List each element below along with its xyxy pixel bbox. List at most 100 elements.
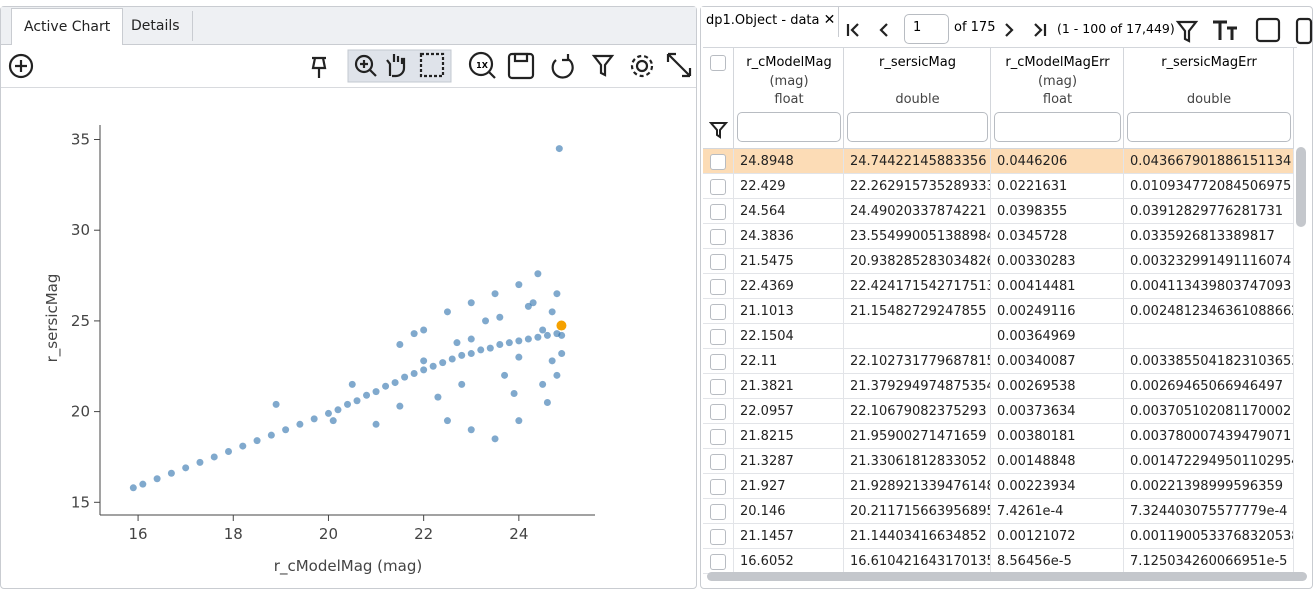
column-filter[interactable]: [737, 112, 841, 142]
cell[interactable]: 0.00330283: [991, 249, 1124, 274]
row-checkbox[interactable]: [710, 329, 726, 345]
cell[interactable]: 0.003705102081170002: [1124, 399, 1294, 424]
cell[interactable]: 22.10679082375293: [844, 399, 991, 424]
save-icon[interactable]: [507, 52, 535, 80]
settings-icon[interactable]: [635, 59, 649, 73]
reset-zoom-icon[interactable]: [468, 51, 494, 77]
cell[interactable]: 0.00148848: [991, 449, 1124, 474]
row-checkbox[interactable]: [710, 154, 726, 170]
tab[interactable]: Active Chart: [11, 8, 124, 45]
cell[interactable]: 0.0024812346361088662: [1124, 299, 1294, 324]
cell[interactable]: 0.03912829776281731: [1124, 199, 1294, 224]
cell[interactable]: 22.262915735289333: [844, 174, 991, 199]
expand-icon[interactable]: [666, 52, 692, 78]
cell[interactable]: 21.927: [734, 474, 844, 499]
cell[interactable]: 21.33061812833052: [844, 449, 991, 474]
cell[interactable]: 23.554990051388984: [844, 224, 991, 249]
cell[interactable]: 8.56456e-5: [991, 549, 1124, 574]
cell[interactable]: 0.00121072: [991, 524, 1124, 549]
cell[interactable]: 0.0345728: [991, 224, 1124, 249]
cell[interactable]: 0.00380181: [991, 424, 1124, 449]
filter-icon[interactable]: [1175, 20, 1199, 43]
pan-icon[interactable]: [386, 54, 406, 78]
cell[interactable]: 24.8948: [734, 149, 844, 174]
h-scrollbar[interactable]: [707, 572, 1307, 581]
row-checkbox[interactable]: [710, 179, 726, 195]
tab[interactable]: Details: [119, 11, 193, 41]
cell[interactable]: 21.1457: [734, 524, 844, 549]
last-page[interactable]: [1034, 23, 1047, 37]
cell[interactable]: 0.0221631: [991, 174, 1124, 199]
cell[interactable]: 24.564: [734, 199, 844, 224]
cell[interactable]: 16.610421643170135: [844, 549, 991, 574]
row-checkbox[interactable]: [710, 254, 726, 270]
restore-icon[interactable]: [551, 54, 574, 79]
row-checkbox[interactable]: [710, 279, 726, 295]
column-name[interactable]: r_cModelMagErr: [1005, 55, 1110, 70]
cell[interactable]: 21.95900271471659: [844, 424, 991, 449]
cell[interactable]: 0.004113439803747093: [1124, 274, 1294, 299]
cell[interactable]: 22.4369: [734, 274, 844, 299]
column-name[interactable]: r_sersicMagErr: [1161, 55, 1257, 70]
add-chart-icon[interactable]: [8, 53, 34, 79]
cell[interactable]: 0.00373634: [991, 399, 1124, 424]
cell[interactable]: 21.15482729247855: [844, 299, 991, 324]
cell[interactable]: 21.1013: [734, 299, 844, 324]
select-icon[interactable]: [419, 52, 445, 78]
cell[interactable]: 0.0398355: [991, 199, 1124, 224]
row-checkbox[interactable]: [710, 479, 726, 495]
cell[interactable]: 0.0014722949501102954: [1124, 449, 1294, 474]
row-checkbox[interactable]: [710, 204, 726, 220]
cell[interactable]: 22.1504: [734, 324, 844, 349]
cell[interactable]: 0.00340087: [991, 349, 1124, 374]
cell[interactable]: 22.429: [734, 174, 844, 199]
cell[interactable]: 22.102731779687815: [844, 349, 991, 374]
cell[interactable]: 24.3836: [734, 224, 844, 249]
first-page[interactable]: [846, 23, 859, 37]
column-name[interactable]: r_cModelMag: [746, 55, 832, 70]
cell[interactable]: 0.00221398999596359: [1124, 474, 1294, 499]
cell[interactable]: 0.003780007439479071: [1124, 424, 1294, 449]
cell[interactable]: 22.11: [734, 349, 844, 374]
cell[interactable]: 21.379294974875354: [844, 374, 991, 399]
column-filter[interactable]: [847, 112, 988, 142]
next-page[interactable]: [1005, 23, 1014, 37]
select-all[interactable]: [710, 55, 726, 71]
cell[interactable]: 22.424171542717513: [844, 274, 991, 299]
cell[interactable]: [1124, 324, 1294, 349]
cell[interactable]: 0.0446206: [991, 149, 1124, 174]
cell[interactable]: 21.14403416634852: [844, 524, 991, 549]
cell[interactable]: 21.928921339476148: [844, 474, 991, 499]
column-filter[interactable]: [994, 112, 1121, 142]
cell[interactable]: 21.3287: [734, 449, 844, 474]
cell[interactable]: 0.00249116: [991, 299, 1124, 324]
cell[interactable]: 0.0335926813389817: [1124, 224, 1294, 249]
row-checkbox[interactable]: [710, 554, 726, 570]
cell[interactable]: 7.324403075577779e-4: [1124, 499, 1294, 524]
row-checkbox[interactable]: [710, 504, 726, 520]
text-view-icon[interactable]: [1213, 20, 1237, 40]
row-checkbox[interactable]: [710, 454, 726, 470]
pin-icon[interactable]: [311, 56, 327, 78]
close-icon[interactable]: ✕: [823, 12, 836, 28]
cell[interactable]: 20.211715663956895: [844, 499, 991, 524]
cell[interactable]: 0.00269538: [991, 374, 1124, 399]
cell[interactable]: 7.4261e-4: [991, 499, 1124, 524]
row-checkbox[interactable]: [710, 404, 726, 420]
row-checkbox[interactable]: [710, 354, 726, 370]
cell[interactable]: 21.3821: [734, 374, 844, 399]
filter-icon[interactable]: [709, 120, 729, 140]
cell[interactable]: 0.043667901886151134: [1124, 149, 1294, 174]
cell[interactable]: 20.938285283034826: [844, 249, 991, 274]
cell[interactable]: 22.0957: [734, 399, 844, 424]
table-tab[interactable]: dp1.Object - data ✕: [701, 7, 839, 37]
row-checkbox[interactable]: [710, 529, 726, 545]
cell[interactable]: 7.125034260066951e-5: [1124, 549, 1294, 574]
cell[interactable]: [844, 324, 991, 349]
cell[interactable]: 0.00414481: [991, 274, 1124, 299]
page-input[interactable]: 1: [904, 14, 949, 44]
cell[interactable]: 21.5475: [734, 249, 844, 274]
cell[interactable]: 0.00223934: [991, 474, 1124, 499]
cell[interactable]: 20.146: [734, 499, 844, 524]
row-checkbox[interactable]: [710, 304, 726, 320]
